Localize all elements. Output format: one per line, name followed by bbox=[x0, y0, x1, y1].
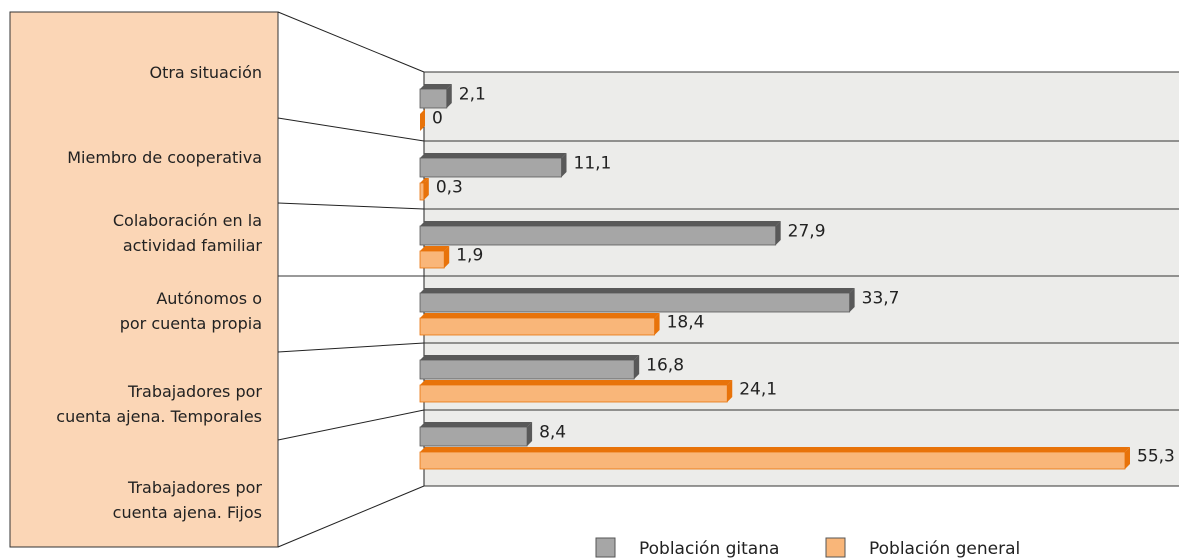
bar-top bbox=[420, 178, 429, 183]
bar-front bbox=[419, 317, 655, 336]
bar-front bbox=[419, 225, 777, 246]
bar-side bbox=[444, 246, 450, 268]
bar bbox=[419, 422, 533, 447]
value-label: 11,1 bbox=[574, 154, 612, 174]
value-label: 8,4 bbox=[539, 423, 566, 443]
bar-top bbox=[420, 422, 533, 427]
bar bbox=[419, 447, 1130, 470]
value-label: 2,1 bbox=[459, 85, 486, 105]
value-label: 55,3 bbox=[1137, 447, 1175, 467]
category-label: Trabajadores por cuenta ajena. Fijos bbox=[112, 478, 262, 522]
category-label: Otra situación bbox=[149, 63, 262, 82]
category-label: Miembro de cooperativa bbox=[67, 148, 262, 167]
bar bbox=[420, 109, 425, 131]
bar-front bbox=[419, 292, 851, 313]
bar-top bbox=[420, 447, 1130, 452]
bar-front bbox=[419, 250, 445, 269]
bar-front bbox=[419, 182, 425, 201]
value-label: 18,4 bbox=[667, 313, 705, 333]
plot-area bbox=[424, 72, 1179, 486]
bar-front bbox=[419, 451, 1126, 470]
bar-side bbox=[423, 178, 429, 200]
category-label: Colaboración en la actividad familiar bbox=[112, 211, 262, 255]
bar-top bbox=[420, 313, 660, 318]
legend-swatch bbox=[825, 537, 846, 558]
bar bbox=[419, 380, 733, 403]
bar bbox=[419, 288, 855, 313]
bar bbox=[419, 355, 640, 380]
bar bbox=[419, 84, 452, 109]
bar-top bbox=[420, 246, 450, 251]
value-label: 16,8 bbox=[646, 356, 684, 376]
row-lines bbox=[278, 71, 1179, 487]
bar-side bbox=[634, 355, 640, 379]
legend-label: Población general bbox=[869, 539, 1020, 558]
value-label: 1,9 bbox=[456, 246, 483, 266]
bar bbox=[419, 246, 450, 269]
bar-top bbox=[420, 221, 781, 226]
bar bbox=[419, 178, 429, 201]
value-label: 0 bbox=[432, 109, 443, 129]
bar-side bbox=[420, 109, 425, 131]
legend-swatch bbox=[595, 537, 616, 558]
perspective-lines bbox=[277, 11, 425, 548]
bar-side bbox=[849, 288, 855, 312]
bar-top bbox=[420, 380, 733, 385]
bar-side bbox=[1125, 447, 1130, 469]
bar bbox=[419, 221, 781, 246]
category-label: Trabajadores por cuenta ajena. Temporale… bbox=[56, 382, 262, 426]
bar-front bbox=[419, 359, 635, 380]
bar-side bbox=[654, 313, 660, 335]
bar-side bbox=[727, 380, 733, 402]
legend-label: Población gitana bbox=[639, 539, 779, 558]
category-label: Autónomos o por cuenta propia bbox=[119, 289, 262, 333]
bar bbox=[419, 153, 567, 178]
bar-top bbox=[420, 153, 567, 158]
label-panel bbox=[9, 11, 279, 548]
bar-side bbox=[775, 221, 781, 245]
bar-front bbox=[419, 384, 728, 403]
bar bbox=[419, 313, 660, 336]
bar-front bbox=[419, 88, 448, 109]
value-label: 33,7 bbox=[862, 289, 900, 309]
bar-top bbox=[420, 288, 855, 293]
value-label: 0,3 bbox=[436, 178, 463, 198]
bar-side bbox=[561, 153, 567, 177]
bar-side bbox=[527, 422, 533, 446]
bar-top bbox=[420, 355, 640, 360]
value-label: 27,9 bbox=[788, 222, 826, 242]
value-label: 24,1 bbox=[739, 380, 777, 400]
bar-side bbox=[446, 84, 452, 108]
bar-top bbox=[420, 84, 452, 89]
bar-front bbox=[419, 157, 562, 178]
bar-front bbox=[419, 426, 528, 447]
